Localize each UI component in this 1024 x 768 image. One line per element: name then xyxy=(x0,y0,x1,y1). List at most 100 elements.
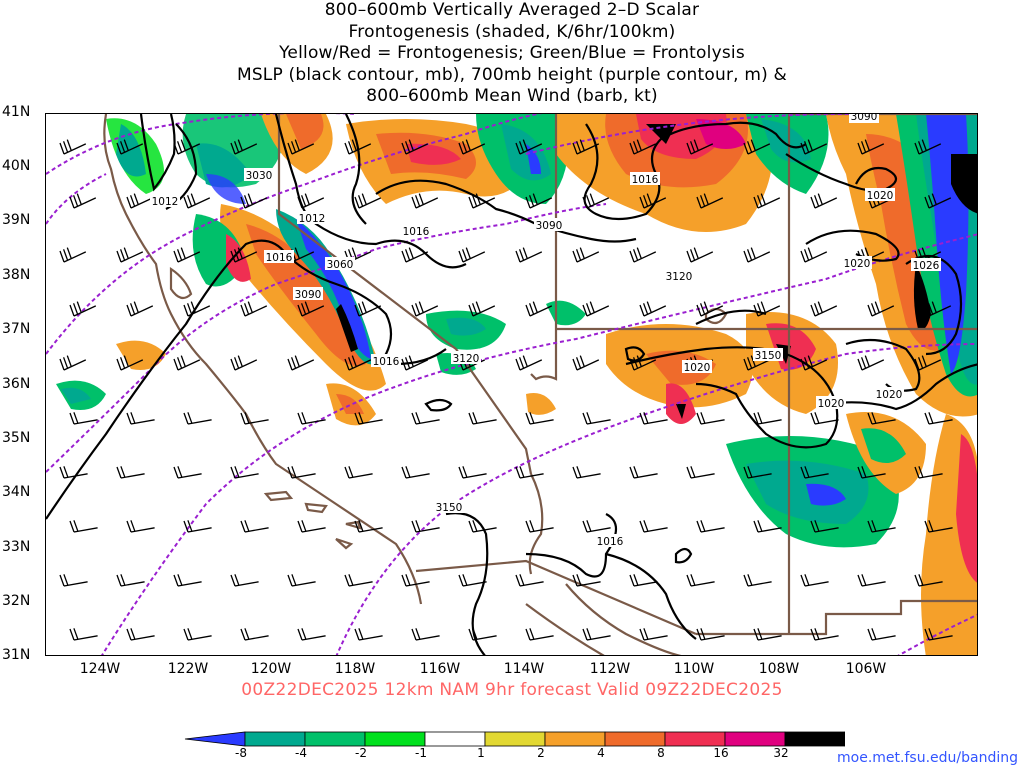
height-label-text: 3120 xyxy=(666,271,693,283)
mslp-label-text: 1012 xyxy=(152,196,179,208)
lon-label-116w: 116W xyxy=(419,661,461,677)
wind-barb xyxy=(240,628,269,641)
colorbar-box xyxy=(424,731,486,747)
wind-barb xyxy=(401,466,430,479)
wind-barb xyxy=(800,466,829,479)
height-label-text: 3060 xyxy=(327,259,354,271)
wind-barb xyxy=(344,574,373,587)
wind-barb xyxy=(230,355,258,371)
wind-barb xyxy=(354,412,383,425)
wind-barb xyxy=(183,193,211,209)
wind-barb xyxy=(686,247,714,263)
wind-barb xyxy=(116,139,144,155)
wind-barb xyxy=(287,355,315,371)
wind-barb xyxy=(572,574,601,587)
colorbar xyxy=(184,731,845,747)
wind-barb xyxy=(458,355,486,371)
mslp-contours xyxy=(46,114,977,655)
wind-barb xyxy=(287,466,316,479)
title-line-3: Yellow/Red = Frontogenesis; Green/Blue =… xyxy=(279,43,745,64)
wind-barb xyxy=(639,301,667,317)
colorbar-box xyxy=(484,731,546,747)
colorbar-label: 16 xyxy=(713,746,729,760)
mslp-label: 1016 xyxy=(595,534,625,548)
colorbar-label: 32 xyxy=(773,746,789,760)
wind-barb xyxy=(525,628,554,641)
wind-barb xyxy=(354,301,382,317)
wind-barb xyxy=(59,139,87,155)
wind-barb xyxy=(924,301,952,317)
wind-barb xyxy=(753,301,781,317)
mslp-label: 1020 xyxy=(816,396,846,410)
colorbar-label: 8 xyxy=(657,746,665,760)
frontogenesis-shading xyxy=(56,114,977,655)
mslp-label: 1016 xyxy=(371,354,401,368)
wind-barb xyxy=(810,301,838,317)
wind-barb xyxy=(800,139,828,155)
colorbar-boxes xyxy=(184,731,845,747)
wind-barb xyxy=(468,301,496,317)
height-label-text: 3150 xyxy=(436,502,463,514)
wind-barb xyxy=(411,520,440,533)
mslp-label-text: 1016 xyxy=(266,252,293,264)
wind-barb xyxy=(629,355,657,371)
wind-barb xyxy=(183,412,212,425)
wind-barb xyxy=(696,520,725,533)
colorbar-label: -2 xyxy=(355,746,367,760)
lat-label-34n: 34N xyxy=(2,484,31,500)
wind-barb xyxy=(458,466,487,479)
title-line-1: 800–600mb Vertically Averaged 2–D Scalar xyxy=(324,0,700,20)
mslp-label: 1016 xyxy=(264,250,294,264)
mslp-label: 1020 xyxy=(874,387,904,401)
wind-barb xyxy=(696,412,725,425)
wind-barb xyxy=(867,628,896,641)
mslp-label: 1016 xyxy=(630,172,660,186)
wind-barb xyxy=(686,466,715,479)
wind-barb xyxy=(525,193,553,209)
wind-barb xyxy=(525,520,554,533)
wind-barb xyxy=(59,247,87,263)
lon-label-108w: 108W xyxy=(758,661,800,677)
colorbar-box xyxy=(304,731,366,747)
wind-barb xyxy=(240,520,269,533)
wind-barb xyxy=(857,466,886,479)
wind-barb xyxy=(401,574,430,587)
height-label-text: 3120 xyxy=(453,353,480,365)
map-panel: 1012 1012 1016 1016 1016 1016 1016 1020 … xyxy=(45,113,978,656)
wind-barb xyxy=(914,139,942,155)
wind-barb xyxy=(173,355,201,371)
wind-barb xyxy=(753,628,782,641)
wind-barb xyxy=(230,247,258,263)
wind-barb xyxy=(240,193,268,209)
colorbar-box xyxy=(244,731,306,747)
mslp-label: 1020 xyxy=(865,188,895,202)
wind-barb xyxy=(914,574,943,587)
wind-barb xyxy=(867,193,895,209)
mslp-label-text: 1026 xyxy=(913,260,940,272)
wind-barb xyxy=(857,355,885,371)
wind-barb xyxy=(344,247,372,263)
chart-title: 800–600mb Vertically Averaged 2–D Scalar… xyxy=(0,0,1024,108)
wind-barb xyxy=(582,193,610,209)
lat-label-31n: 31N xyxy=(2,647,31,663)
wind-barb xyxy=(458,139,486,155)
wind-barb xyxy=(582,628,611,641)
wind-barb xyxy=(800,355,828,371)
title-line-2: Frontogenesis (shaded, K/6hr/100km) xyxy=(348,21,676,42)
height-contours xyxy=(46,114,977,655)
title-line-5: 800–600mb Mean Wind (barb, kt) xyxy=(366,86,658,107)
wind-barb xyxy=(924,520,953,533)
mslp-label: 1012 xyxy=(150,194,180,208)
mslp-label-text: 1020 xyxy=(844,258,871,270)
wind-barb xyxy=(743,139,771,155)
height-label-text: 3090 xyxy=(295,289,322,301)
wind-barb xyxy=(297,628,326,641)
wind-barb xyxy=(173,466,202,479)
colorbar-box xyxy=(364,731,426,747)
height-label-text: 3090 xyxy=(851,114,878,123)
mslp-label-text: 1020 xyxy=(876,389,903,401)
map-canvas: 1012 1012 1016 1016 1016 1016 1016 1020 … xyxy=(46,114,977,655)
wind-barb xyxy=(525,412,554,425)
wind-barb xyxy=(126,412,155,425)
wind-barb xyxy=(411,301,439,317)
